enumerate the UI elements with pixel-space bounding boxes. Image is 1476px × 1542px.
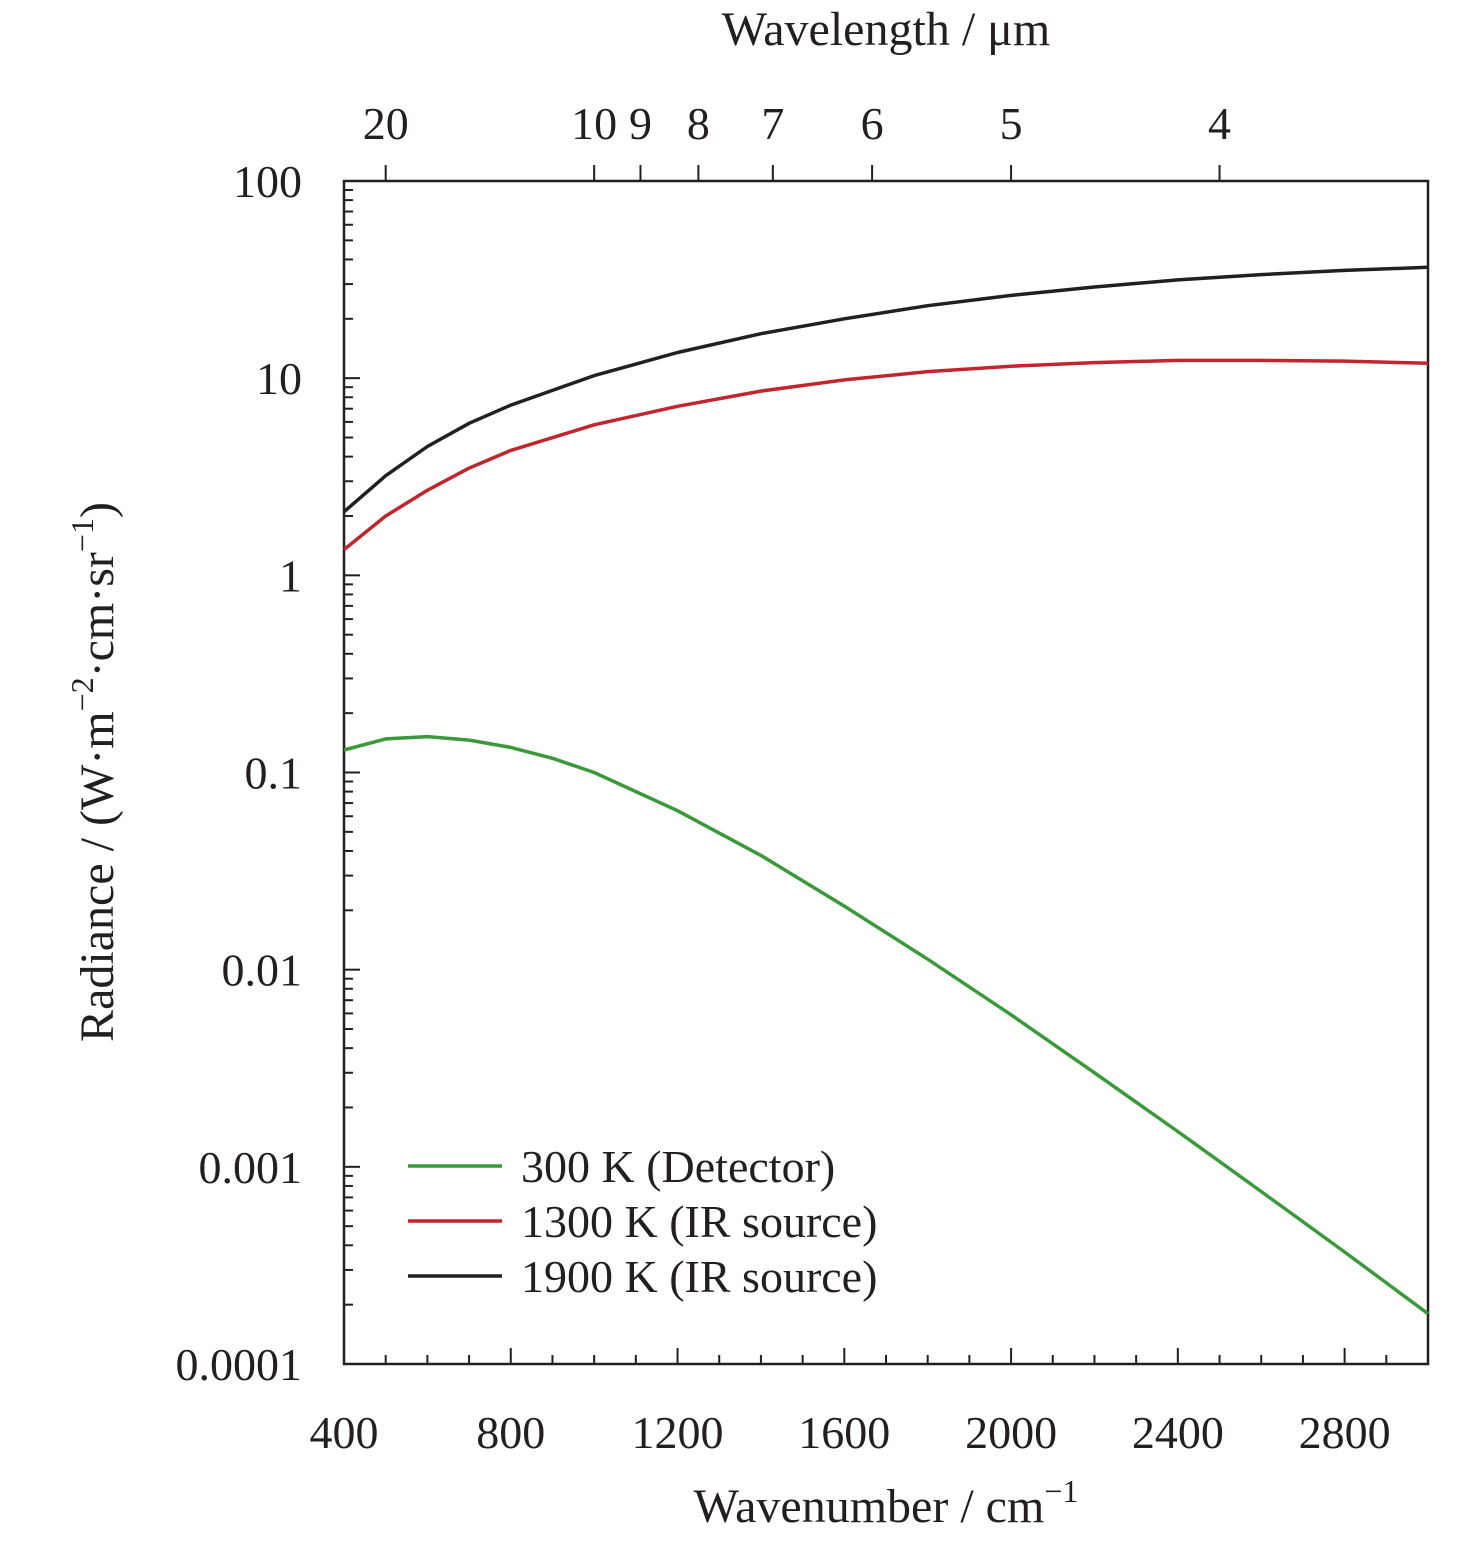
series-1300k-line <box>342 358 1429 551</box>
legend-label-1900k: 1900 K (IR source) <box>521 1251 877 1302</box>
y-tick-label: 0.001 <box>199 1142 303 1193</box>
top-tick-label: 6 <box>861 98 884 149</box>
legend: 300 K (Detector) 1300 K (IR source) 1900… <box>408 1141 877 1302</box>
x-tick-label: 2800 <box>1299 1407 1391 1458</box>
top-tick-label: 8 <box>687 98 710 149</box>
top-tick-label: 9 <box>629 98 652 149</box>
y-tick-label: 0.01 <box>222 945 303 996</box>
x-tick-label: 2000 <box>965 1407 1057 1458</box>
top-tick-label: 4 <box>1208 98 1231 149</box>
y-tick-label: 0.0001 <box>176 1339 303 1390</box>
top-tick-label: 10 <box>571 98 617 149</box>
series-300k-line <box>343 734 1430 1316</box>
x-tick-label: 800 <box>476 1407 545 1458</box>
y-tick-label: 0.1 <box>245 748 303 799</box>
legend-label-300k: 300 K (Detector) <box>521 1141 835 1192</box>
y-tick-label: 10 <box>256 353 302 404</box>
x-tick-label: 400 <box>310 1407 379 1458</box>
x-tick-label: 1600 <box>798 1407 890 1458</box>
axis-ticks <box>343 165 1429 1365</box>
x-tick-label: 2400 <box>1132 1407 1224 1458</box>
x-tick-label: 1200 <box>632 1407 724 1458</box>
y-axis-title: Radiance / (W·m−2·cm·sr−1) <box>64 502 124 1042</box>
y-tick-label: 100 <box>233 156 302 207</box>
top-axis-title: Wavelength / μm <box>722 3 1050 56</box>
top-tick-label: 5 <box>1000 98 1023 149</box>
legend-label-1300k: 1300 K (IR source) <box>521 1196 877 1247</box>
series-lines <box>342 265 1430 1316</box>
top-tick-label: 20 <box>363 98 409 149</box>
series-1900k-line <box>342 265 1429 514</box>
plot-frame <box>342 179 1430 1366</box>
tick-labels: 400 800 1200 1600 2000 2400 2800 0.0001 0.001 0.0… <box>176 98 1391 1458</box>
y-tick-label: 1 <box>279 550 302 601</box>
top-tick-label: 7 <box>761 98 784 149</box>
x-axis-title: Wavenumber / cm−1 <box>694 1473 1079 1533</box>
